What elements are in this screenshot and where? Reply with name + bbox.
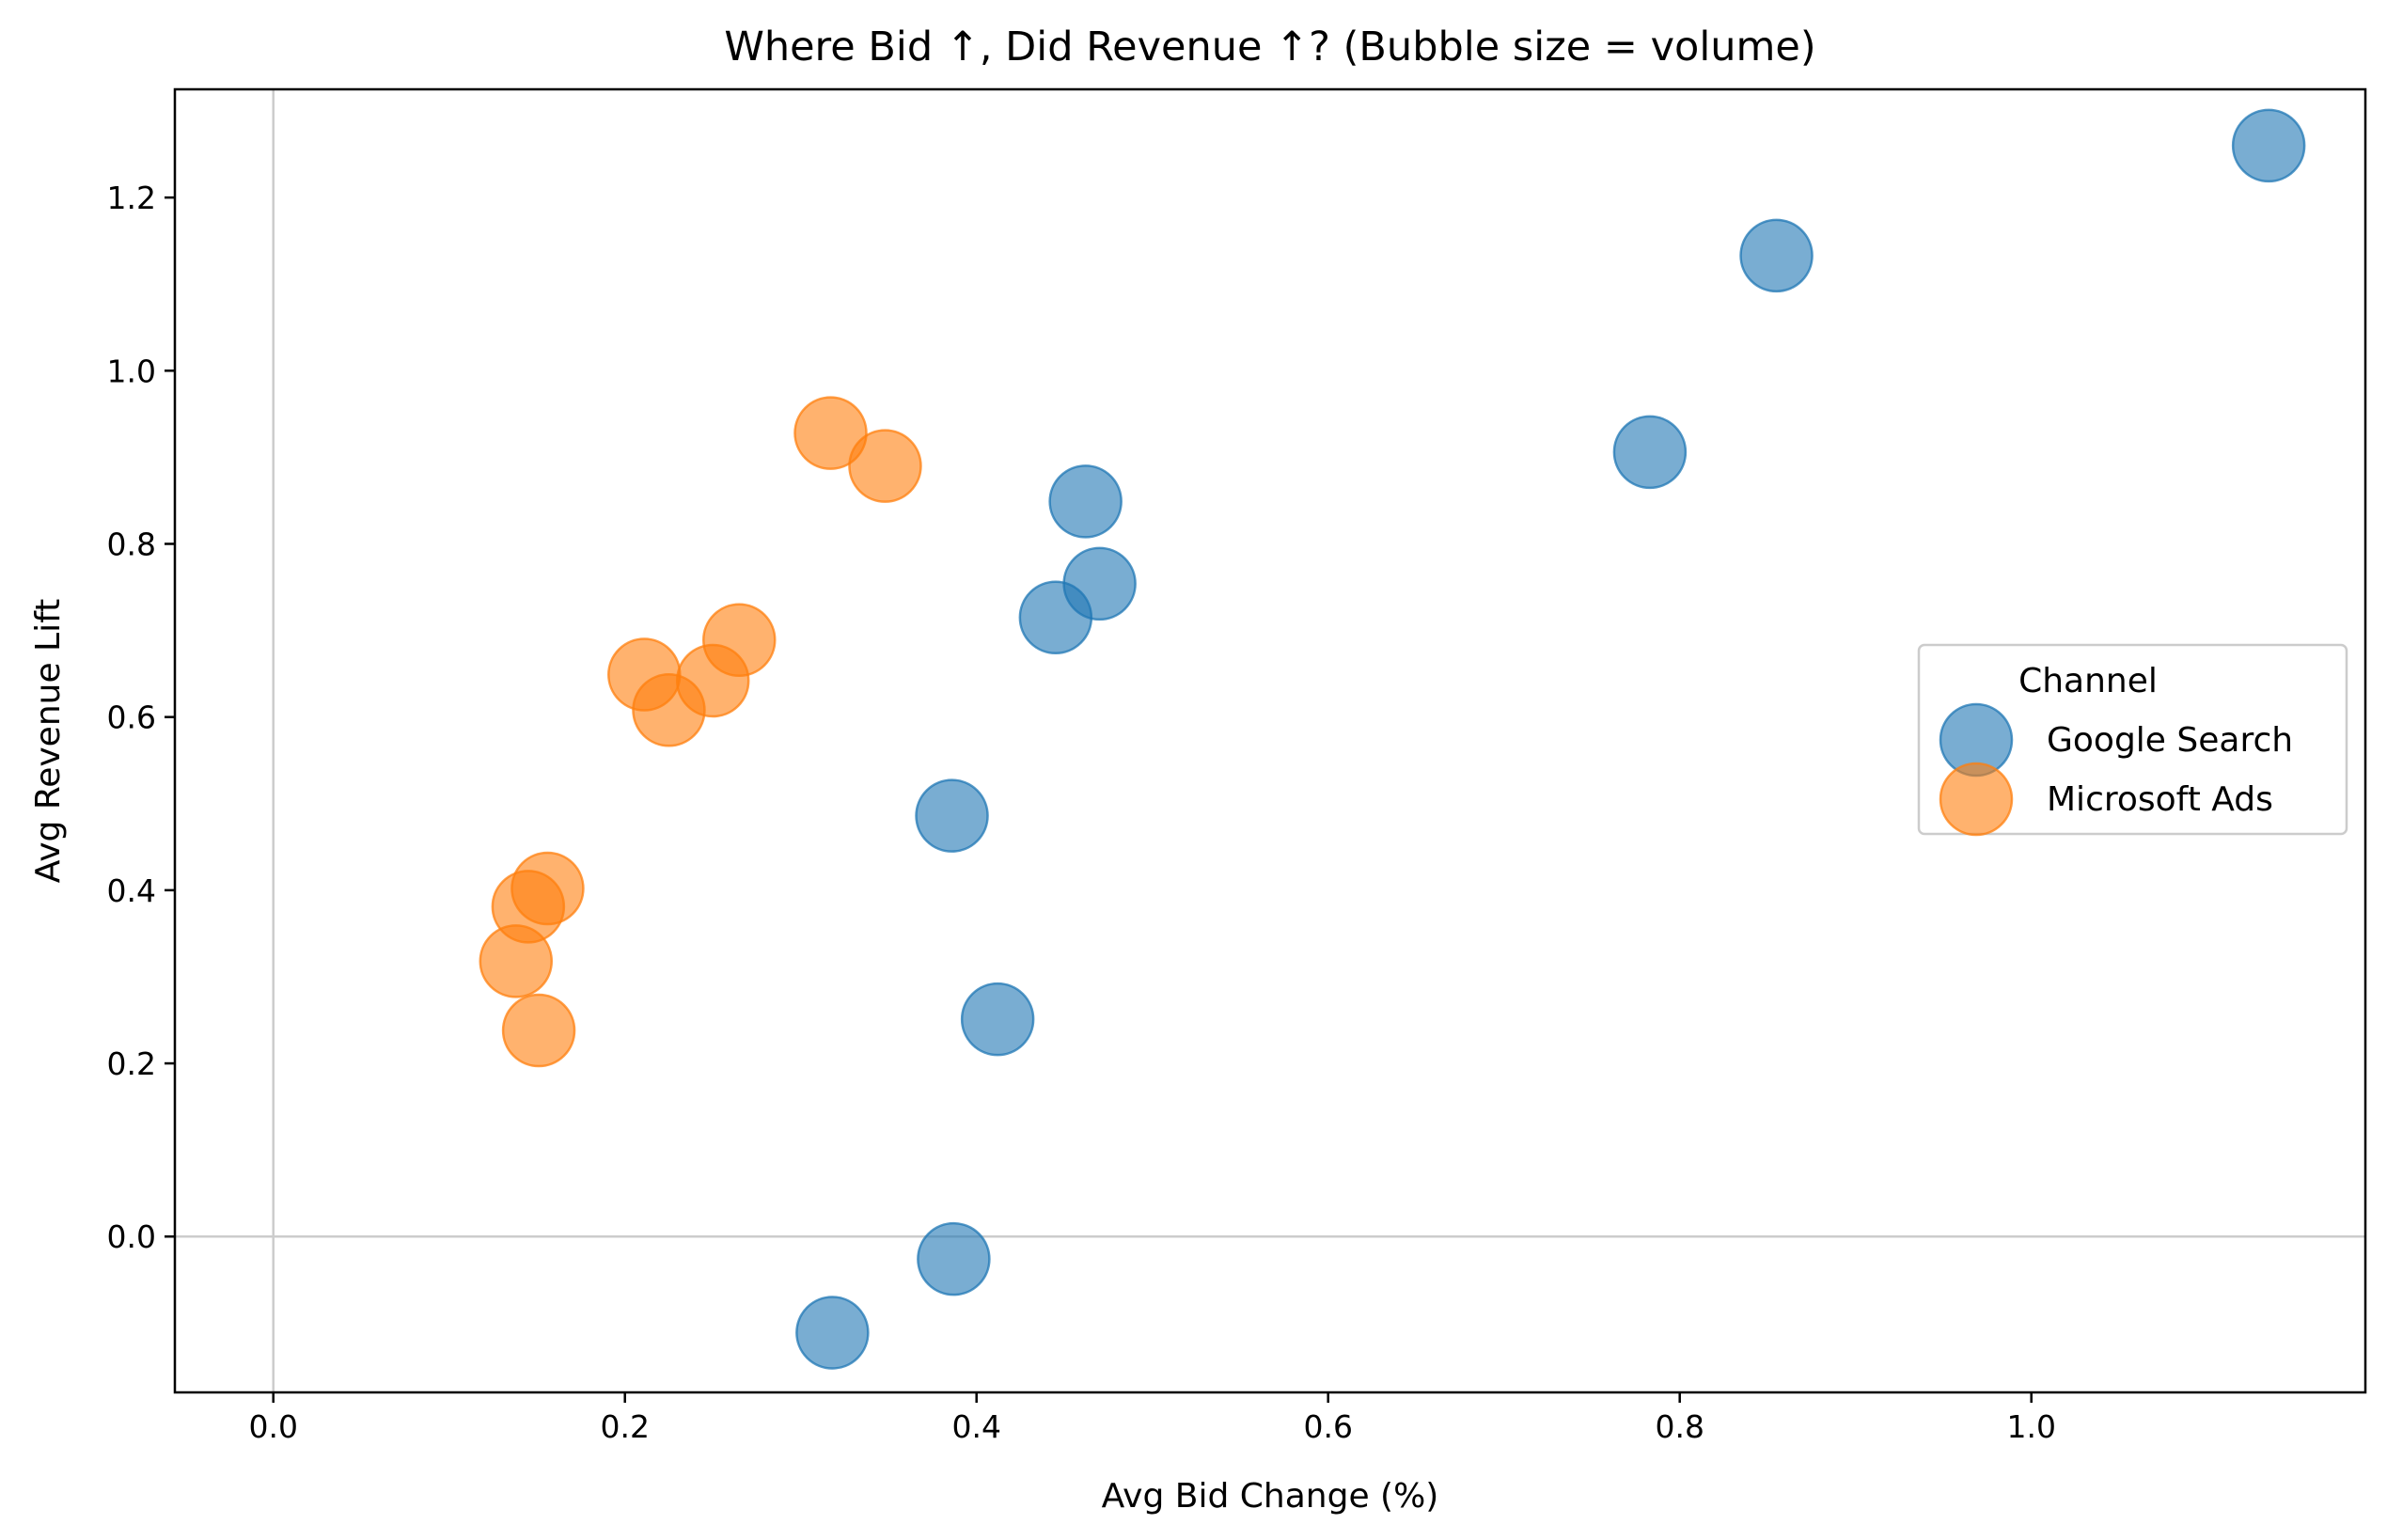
legend-label-google-search: Google Search [2047, 721, 2293, 760]
data-point-google-search-1 [1739, 218, 1814, 293]
y-tick-label: 0.2 [107, 1045, 156, 1082]
data-point-microsoft-ads-8 [479, 924, 554, 998]
x-tick-label: 0.4 [951, 1408, 1000, 1445]
data-point-microsoft-ads-5 [632, 673, 706, 747]
legend-marker-microsoft-ads [1939, 762, 2014, 837]
y-tick-label: 0.8 [107, 526, 156, 562]
reference-lines [175, 89, 2365, 1392]
y-tick-label: 0.0 [107, 1218, 156, 1255]
x-tick-label: 0.2 [600, 1408, 649, 1445]
data-points [479, 108, 2306, 1370]
data-point-google-search-0 [2231, 108, 2306, 183]
data-point-google-search-7 [960, 982, 1035, 1057]
x-tick-label: 0.0 [248, 1408, 297, 1445]
legend-title: Channel [2018, 662, 2158, 700]
y-tick-label: 0.4 [107, 872, 156, 909]
y-tick-label: 1.2 [107, 180, 156, 216]
y-axis-ticks: 0.0 0.2 0.4 0.6 0.8 1.0 1.2 [107, 180, 175, 1255]
x-tick-label: 0.8 [1655, 1408, 1704, 1445]
x-tick-label: 0.6 [1303, 1408, 1352, 1445]
data-point-google-search-2 [1612, 415, 1688, 490]
x-axis-ticks: 0.0 0.2 0.4 0.6 0.8 1.0 [248, 1392, 2056, 1445]
x-axis-label: Avg Bid Change (%) [1102, 1477, 1439, 1516]
y-tick-label: 0.6 [107, 699, 156, 736]
data-point-google-search-9 [795, 1296, 870, 1370]
data-point-google-search-5 [1018, 580, 1093, 655]
legend-box [1917, 643, 2348, 836]
plot-area-frame [173, 87, 2367, 1394]
data-point-microsoft-ads-1 [848, 429, 922, 503]
y-axis-label: Avg Revenue Lift [29, 599, 68, 884]
y-tick-label: 1.0 [107, 353, 156, 389]
data-point-microsoft-ads-0 [793, 396, 868, 470]
data-point-google-search-6 [915, 778, 989, 853]
legend-label-microsoft-ads: Microsoft Ads [2047, 780, 2273, 819]
chart-title: Where Bid ↑, Did Revenue ↑? (Bubble size… [724, 24, 1815, 71]
data-point-google-search-3 [1048, 464, 1123, 539]
data-point-google-search-8 [917, 1221, 991, 1296]
x-tick-label: 1.0 [2006, 1408, 2055, 1445]
data-point-microsoft-ads-9 [501, 993, 576, 1068]
legend: Channel Google Search Microsoft Ads [1917, 643, 2348, 837]
